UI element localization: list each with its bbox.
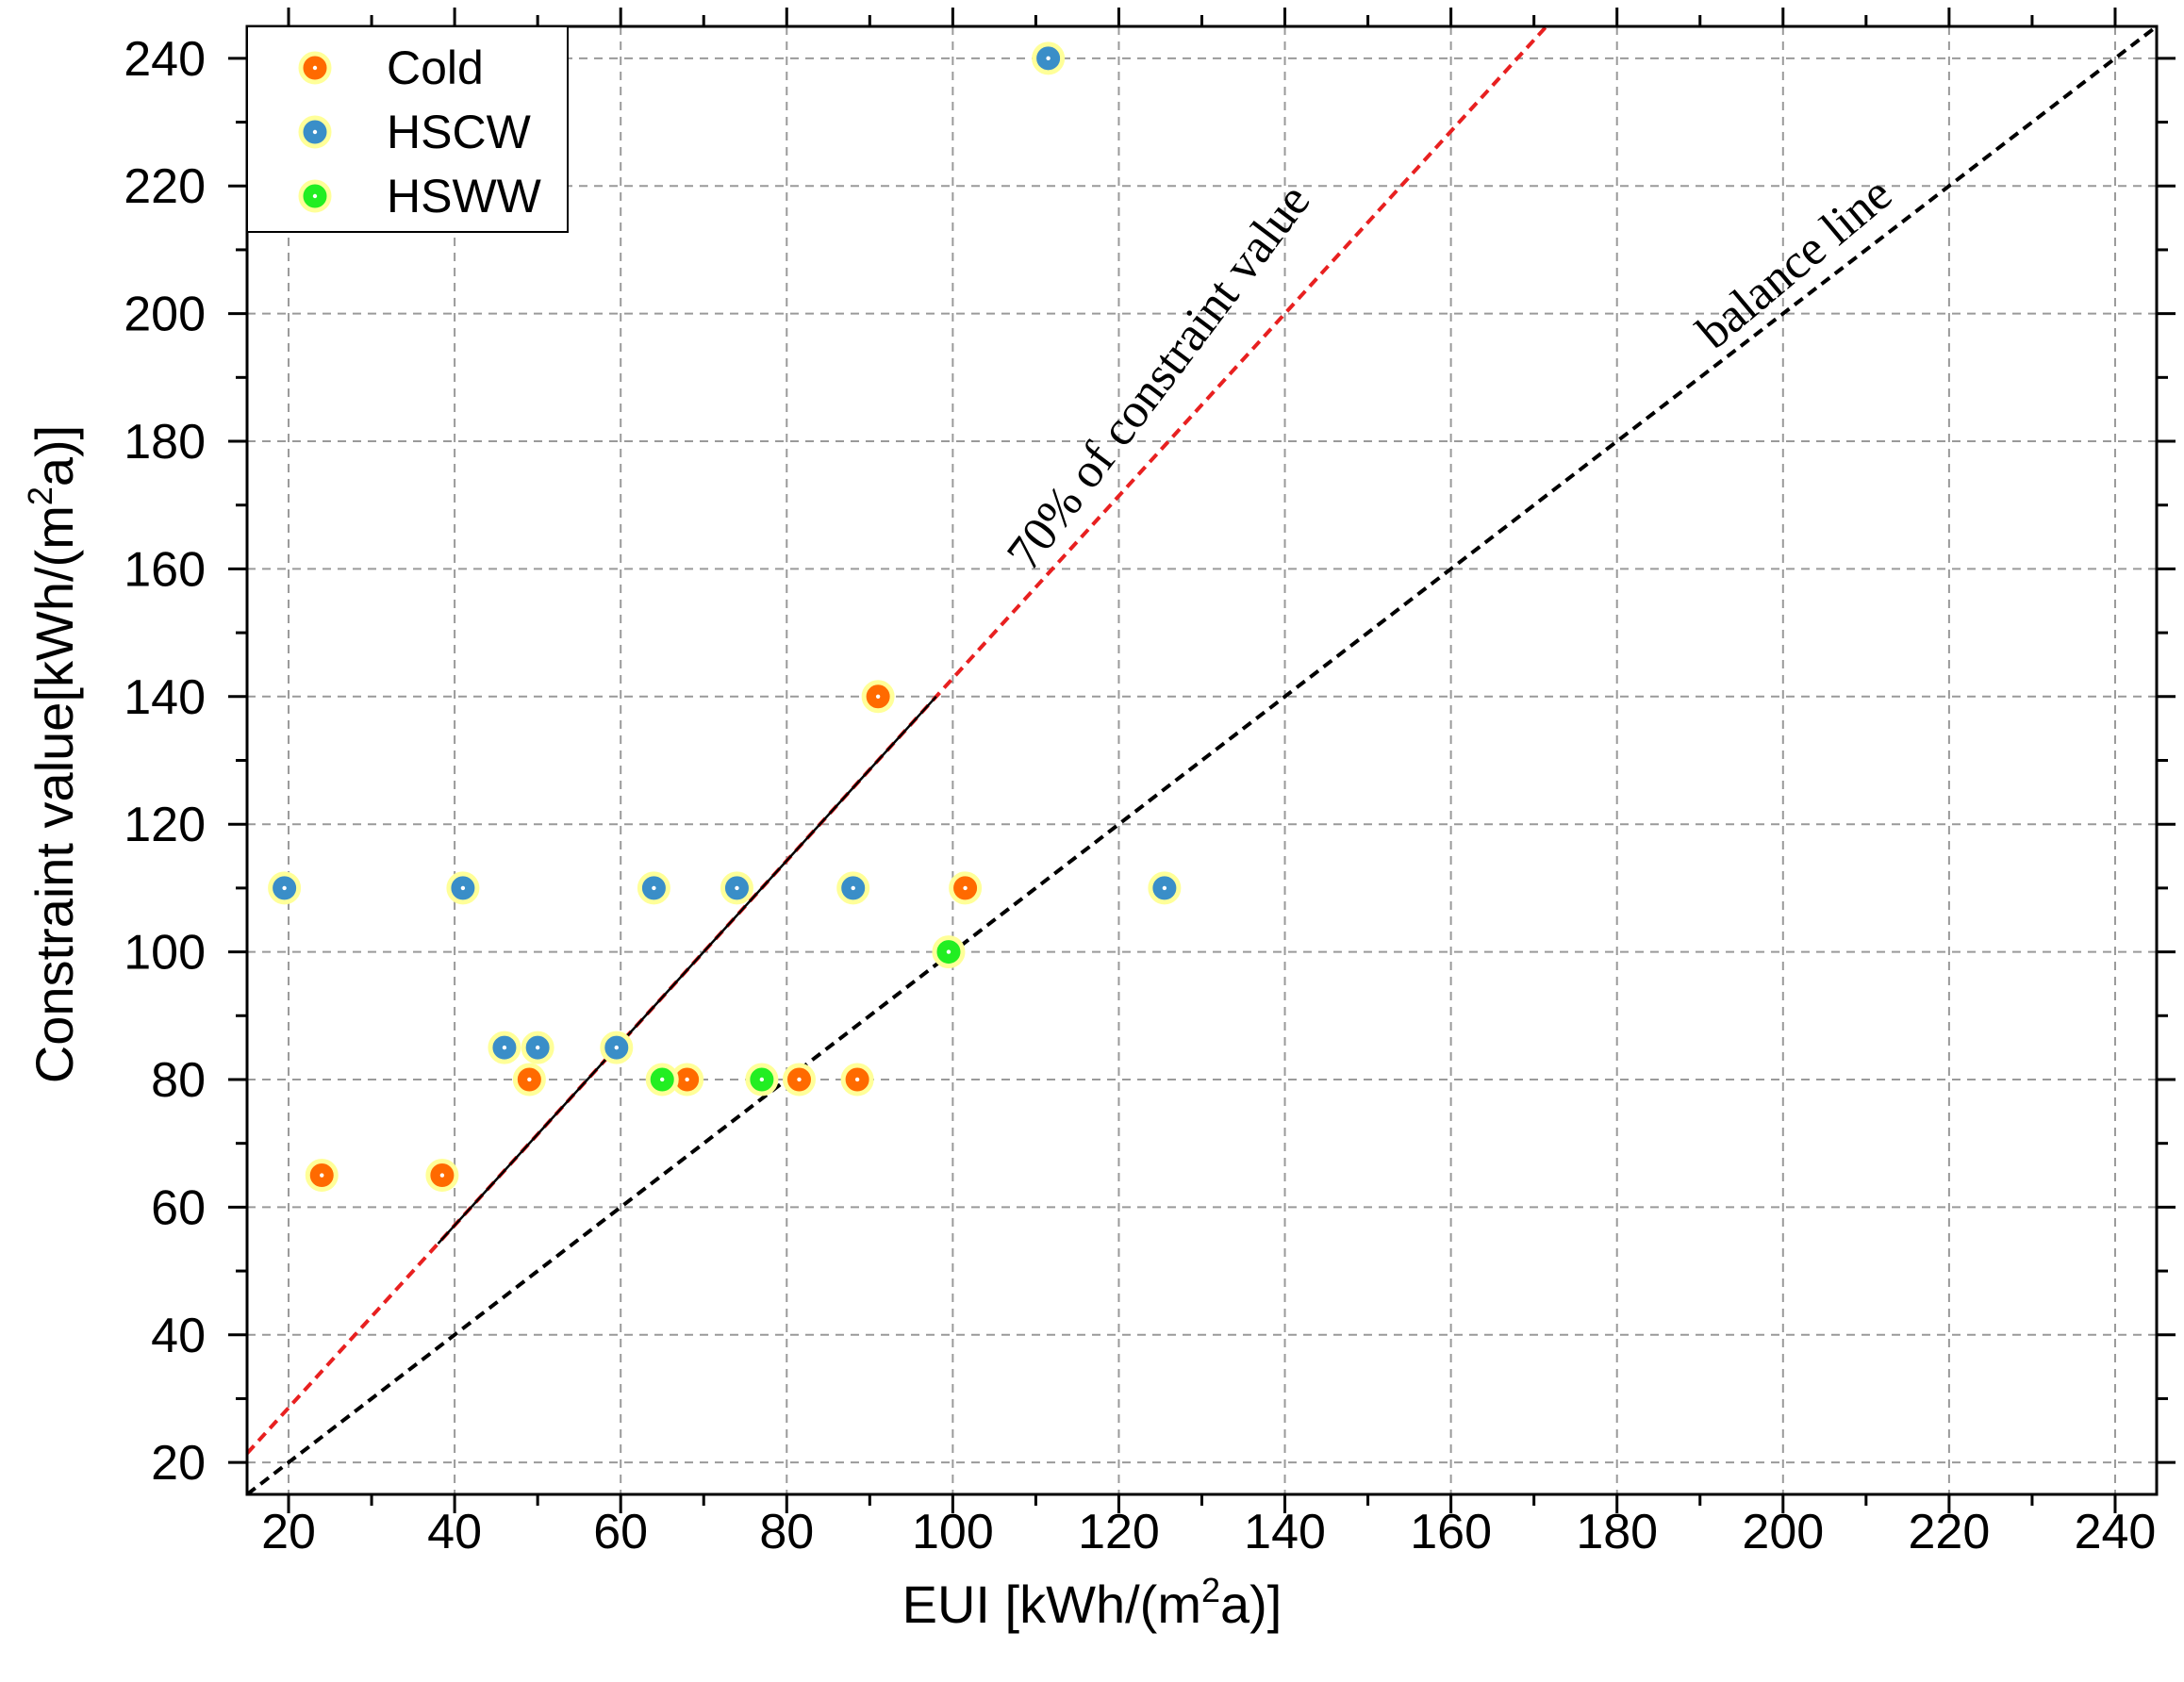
point-hsww — [645, 1063, 679, 1097]
y-tick-label: 160 — [124, 542, 206, 597]
point-hscw — [521, 1031, 554, 1064]
point-hsww-center — [946, 949, 951, 954]
point-cold — [782, 1063, 816, 1097]
x-axis-title: EUI [kWh/(m2a)] — [902, 1571, 1282, 1634]
x-tick-label: 140 — [1244, 1505, 1326, 1559]
legend: Cold HSCW HSWW — [246, 25, 569, 233]
point-hscw-center — [502, 1045, 507, 1050]
legend-marker-hscw-center — [312, 129, 318, 135]
point-cold-center — [320, 1173, 324, 1178]
point-hscw — [446, 871, 480, 905]
annotation-balance-line: balance line — [1687, 167, 1902, 359]
point-hsww-center — [759, 1077, 765, 1082]
point-hscw — [836, 871, 870, 905]
point-hscw-center — [535, 1045, 540, 1050]
point-cold-center — [797, 1077, 802, 1082]
point-cold — [949, 871, 983, 905]
point-cold — [861, 680, 895, 714]
axis-ticks — [228, 8, 2176, 1513]
x-tick-label: 160 — [1410, 1505, 1492, 1559]
point-cold-center — [854, 1077, 860, 1082]
y-tick-label: 40 — [151, 1309, 206, 1363]
y-tick-label: 120 — [124, 798, 206, 852]
point-hscw-center — [614, 1045, 619, 1050]
x-tick-label: 40 — [427, 1505, 482, 1559]
x-tick-label: 60 — [593, 1505, 648, 1559]
y-tick-label: 80 — [151, 1053, 206, 1108]
point-cold — [425, 1159, 459, 1193]
x-tick-label: 240 — [2075, 1505, 2157, 1559]
x-tick-label: 180 — [1576, 1505, 1658, 1559]
y-tick-label: 140 — [124, 670, 206, 725]
x-tick-labels: 20 40 60 80 100 120 140 160 180 200 220 240 — [261, 1505, 2156, 1559]
legend-marker-hsww-center — [312, 193, 318, 199]
point-cold — [512, 1063, 546, 1097]
legend-label-hscw: HSCW — [387, 106, 532, 158]
reference-line-1 — [247, 26, 2157, 1494]
y-tick-label: 180 — [124, 415, 206, 470]
y-tick-label: 60 — [151, 1180, 206, 1235]
legend-marker-cold-center — [312, 65, 318, 71]
y-tick-label: 240 — [124, 32, 206, 87]
x-tick-label: 20 — [261, 1505, 316, 1559]
point-hscw-center — [1162, 885, 1167, 891]
x-tick-label: 220 — [1909, 1505, 1991, 1559]
y-tick-label: 100 — [124, 926, 206, 981]
point-cold-center — [875, 694, 881, 700]
point-hscw-center — [735, 885, 739, 891]
annotation-70pct: 70% of constraint value — [997, 174, 1321, 580]
point-hscw — [268, 871, 302, 905]
x-tick-label: 100 — [912, 1505, 994, 1559]
point-hsww — [745, 1063, 779, 1097]
point-hscw-center — [652, 885, 656, 891]
grid-lines — [247, 26, 2157, 1494]
y-tick-labels: 20 40 60 80 100 120 140 160 180 200 220 240 — [124, 32, 206, 1491]
x-tick-label: 120 — [1078, 1505, 1160, 1559]
point-hscw-center — [851, 885, 855, 891]
point-hscw — [637, 871, 670, 905]
y-axis-title: Constraint value[kWh/(m2a)] — [21, 425, 84, 1083]
point-hscw — [1032, 41, 1066, 75]
point-hscw — [488, 1031, 521, 1064]
point-hsww — [932, 935, 966, 969]
point-hscw — [720, 871, 753, 905]
point-hscw-center — [460, 885, 466, 891]
point-hscw — [1148, 871, 1182, 905]
point-hscw — [600, 1031, 634, 1064]
point-hsww-center — [660, 1077, 665, 1082]
point-cold — [840, 1063, 874, 1097]
x-tick-label: 80 — [759, 1505, 814, 1559]
x-tick-label: 200 — [1742, 1505, 1824, 1559]
point-cold — [305, 1159, 339, 1193]
legend-marker-hscw — [298, 115, 332, 149]
point-hscw-center — [1046, 56, 1051, 61]
reference-line-2 — [437, 695, 937, 1245]
reference-lines — [247, 26, 2157, 1494]
point-cold-center — [527, 1077, 532, 1082]
legend-label-hsww: HSWW — [387, 170, 542, 223]
legend-marker-cold — [298, 51, 332, 85]
legend-markers — [298, 51, 332, 213]
point-cold-center — [963, 885, 968, 891]
y-tick-label: 20 — [151, 1436, 206, 1491]
data-points — [268, 41, 1182, 1193]
legend-marker-hsww — [298, 179, 332, 213]
point-cold-center — [439, 1173, 445, 1178]
legend-label-cold: Cold — [387, 41, 484, 94]
y-tick-label: 220 — [124, 159, 206, 214]
y-tick-label: 200 — [124, 288, 206, 342]
point-hscw-center — [282, 885, 287, 891]
point-cold-center — [685, 1077, 689, 1082]
